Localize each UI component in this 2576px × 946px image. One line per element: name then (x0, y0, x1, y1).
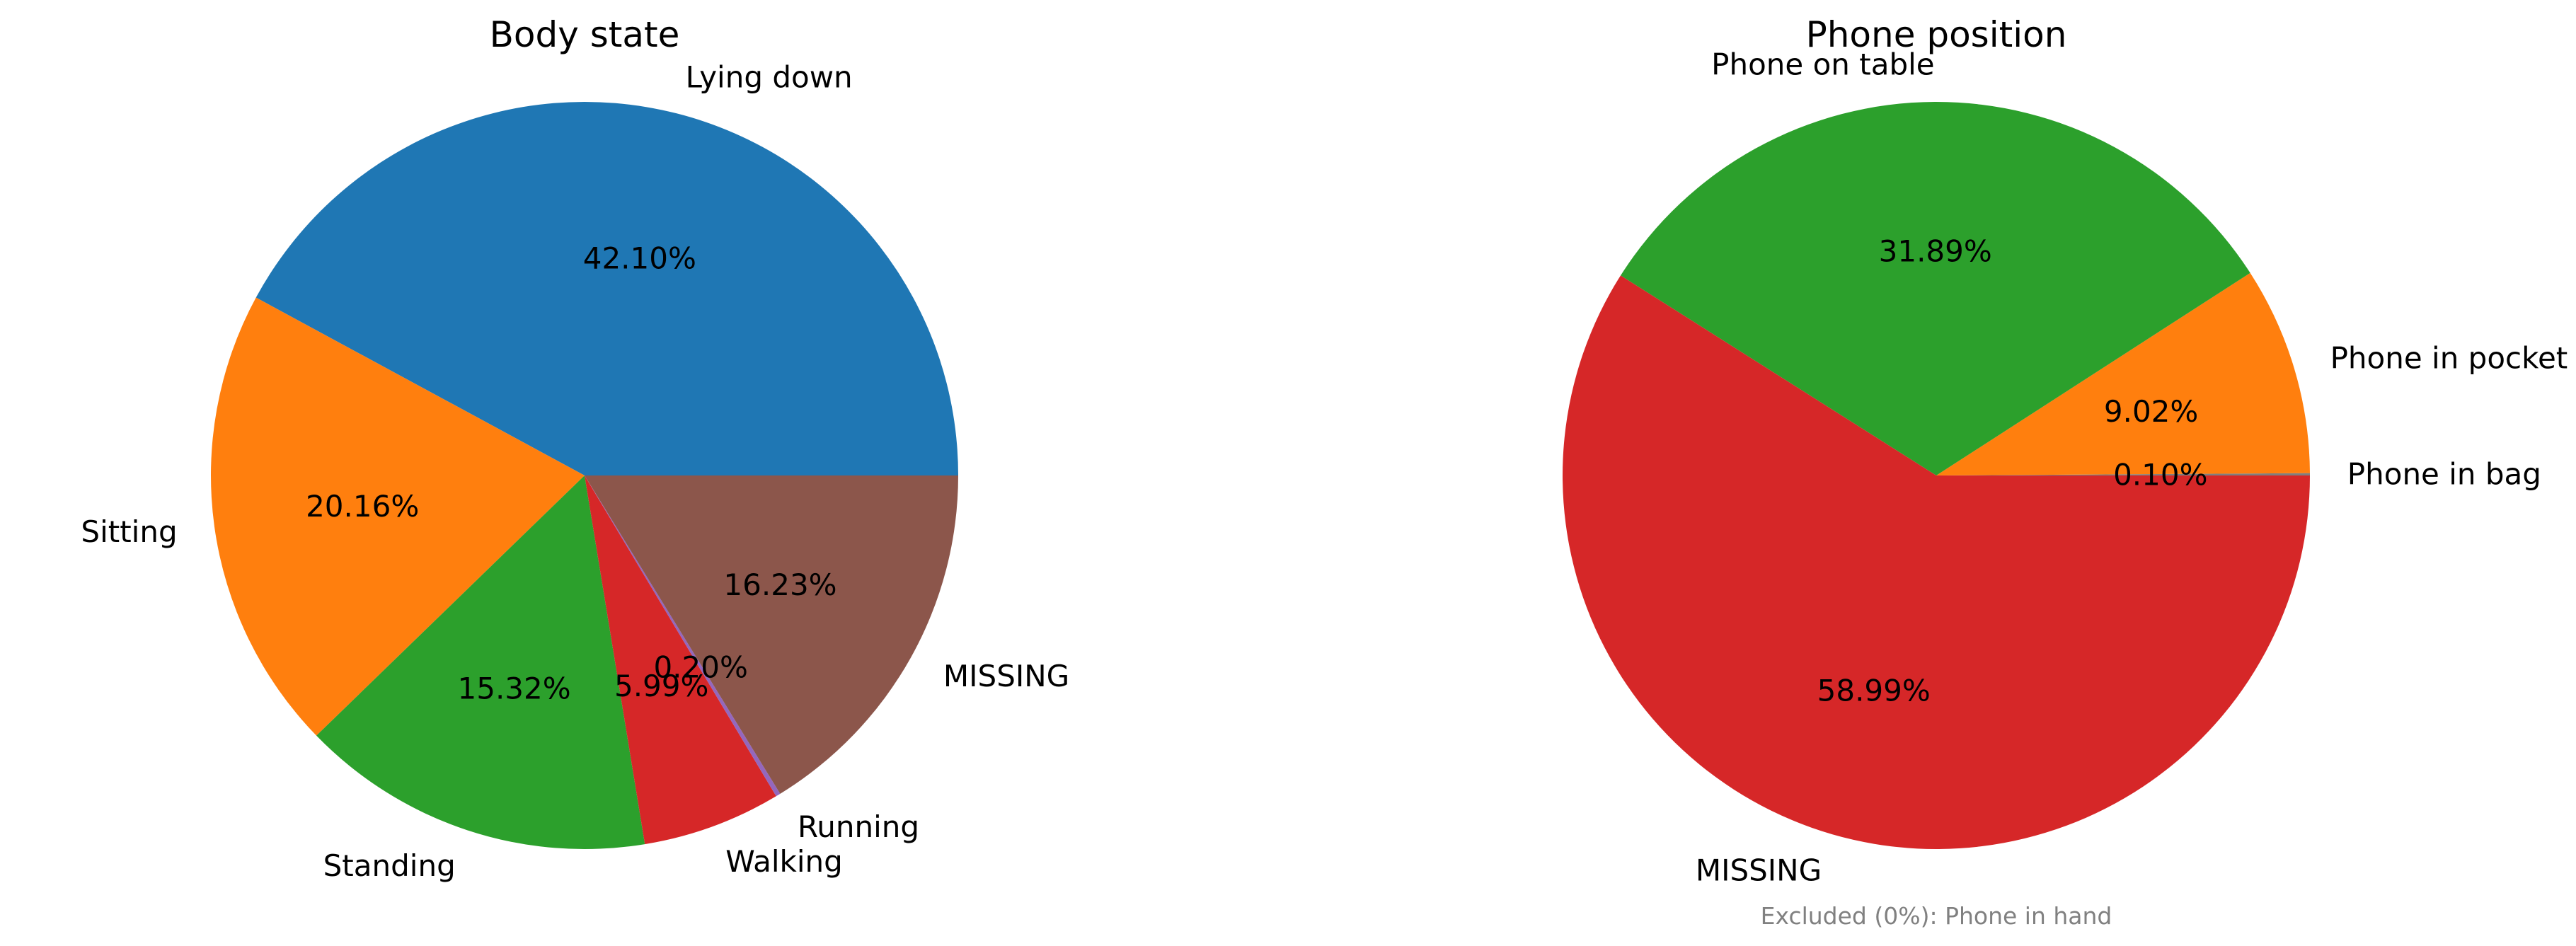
chart-title-body-state: Body state (490, 14, 680, 55)
pie-slice-lying-down (255, 101, 959, 475)
pie-slice-missing (1563, 275, 2310, 849)
pie-slice-missing (585, 475, 958, 794)
pie-value-label-missing: 58.99% (1817, 674, 1931, 708)
pie-value-label-phone-on-table: 31.89% (1879, 234, 1992, 269)
pie-category-label-running: Running (798, 809, 919, 844)
chart-title-phone-position: Phone position (1806, 14, 2067, 55)
pie-value-label-missing: 16.23% (723, 567, 836, 602)
pie-slice-walking (585, 475, 776, 845)
pie-category-label-walking: Walking (725, 844, 843, 879)
pie-category-label-missing: MISSING (1696, 853, 1822, 887)
pie-value-label-lying-down: 42.10% (583, 241, 696, 275)
pie-slice-sitting (210, 297, 585, 736)
pie-slice-standing (316, 475, 645, 849)
pie-slice-phone-on-table (1621, 102, 2250, 476)
excluded-footnote: Excluded (0%): Phone in hand (1761, 902, 2112, 930)
pie-slice-running (585, 475, 781, 797)
pie-slice-phone-in-pocket (1936, 272, 2310, 475)
pie-value-label-sitting: 20.16% (306, 489, 419, 524)
pie-value-label-walking: 5.99% (614, 669, 708, 703)
pie-category-label-phone-in-bag: Phone in bag (2347, 457, 2541, 492)
pie-category-label-lying-down: Lying down (686, 59, 853, 94)
pie-body-state: 42.10% Lying down 20.16% Sitting 15.32% Stand… (81, 59, 1069, 882)
pie-slice-phone-in-bag (1936, 473, 2310, 475)
pie-value-label-phone-in-bag: 0.10% (2113, 458, 2207, 492)
pie-value-label-phone-in-pocket: 9.02% (2104, 394, 2198, 429)
pie-category-label-missing: MISSING (943, 659, 1069, 693)
pie-category-label-phone-in-pocket: Phone in pocket (2330, 341, 2568, 376)
pie-category-label-phone-on-table: Phone on table (1711, 47, 1935, 82)
pie-category-label-standing: Standing (323, 848, 456, 883)
pie-phone-position: 0.10% Phone in bag 9.02% Phone in pocket 31.… (1563, 47, 2568, 887)
pie-value-label-running: 0.20% (653, 650, 747, 684)
pie-value-label-standing: 15.32% (458, 671, 571, 705)
pie-category-label-sitting: Sitting (81, 514, 177, 549)
